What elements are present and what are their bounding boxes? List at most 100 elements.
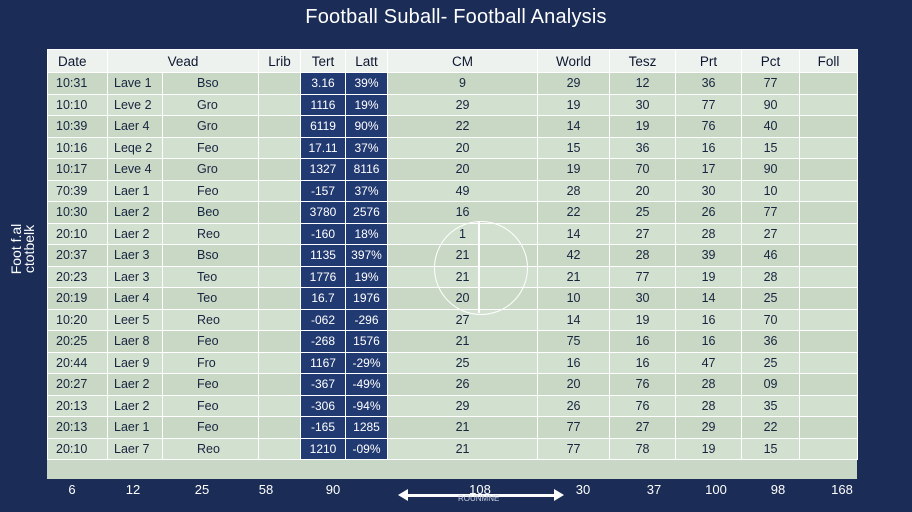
cell-team: Leve 2 [107, 93, 163, 116]
cell-tert: 1210 [300, 437, 347, 460]
cell-date: 20:44 [47, 351, 108, 374]
cell-latt: 90% [345, 115, 389, 138]
cell-latt: 8116 [345, 158, 389, 181]
column-header-tesz[interactable]: Tesz [609, 49, 677, 73]
column-header-world[interactable]: World [537, 49, 611, 73]
table-row[interactable]: 20:44 Laer 9 Fro 1167 -29% 25 16 16 47 25 [47, 351, 859, 374]
cell-tert: -165 [300, 416, 347, 439]
cell-pct: 15 [741, 136, 801, 159]
cell-pct: 90 [741, 158, 801, 181]
cell-tert: -268 [300, 330, 347, 353]
cell-prt: 30 [675, 179, 743, 202]
cell-foll [799, 265, 859, 288]
cell-tert: 1167 [300, 351, 347, 374]
table-row[interactable]: 10:39 Laer 4 Gro 6119 90% 22 14 19 76 40 [47, 115, 859, 138]
column-header-foll[interactable]: Foll [799, 49, 859, 73]
table-row[interactable]: 20:25 Laer 8 Feo -268 1576 21 75 16 16 36 [47, 330, 859, 353]
table-row[interactable]: 20:13 Laer 1 Feo -165 1285 21 77 27 29 22 [47, 416, 859, 439]
cell-tert: -306 [300, 394, 347, 417]
scroll-range-arrow[interactable] [398, 488, 564, 502]
column-header-tert[interactable]: Tert [300, 49, 347, 73]
table-row[interactable]: 20:23 Laer 3 Teo 1776 19% 21 21 77 19 28 [47, 265, 859, 288]
cell-pct: 15 [741, 437, 801, 460]
cell-type: Beo [161, 201, 260, 224]
cell-tesz: 36 [609, 136, 677, 159]
cell-type: Feo [161, 330, 260, 353]
cell-tesz: 70 [609, 158, 677, 181]
cell-prt: 28 [675, 394, 743, 417]
cell-foll [799, 394, 859, 417]
footer-number: 25 [194, 482, 210, 497]
cell-latt: 1976 [345, 287, 389, 310]
data-table-container: Date Vead Lrib Tert Latt CM World Tesz P… [47, 49, 859, 479]
column-header-lrib[interactable]: Lrib [258, 49, 302, 73]
cell-prt: 28 [675, 222, 743, 245]
table-header-row: Date Vead Lrib Tert Latt CM World Tesz P… [47, 49, 859, 73]
cell-pct: 25 [741, 287, 801, 310]
column-header-cm[interactable]: CM [387, 49, 539, 73]
cell-world: 19 [537, 93, 611, 116]
cell-cm: 22 [387, 115, 539, 138]
cell-prt: 16 [675, 136, 743, 159]
cell-latt: 397% [345, 244, 389, 267]
table-row[interactable]: 10:10 Leve 2 Gro 1116 19% 29 19 30 77 90 [47, 93, 859, 116]
cell-tesz: 25 [609, 201, 677, 224]
cell-date: 20:25 [47, 330, 108, 353]
cell-cm: 16 [387, 201, 539, 224]
cell-prt: 39 [675, 244, 743, 267]
cell-type: Gro [161, 93, 260, 116]
table-row[interactable]: 10:17 Leve 4 Gro 1327 8116 20 19 70 17 90 [47, 158, 859, 181]
cell-type: Reo [161, 308, 260, 331]
cell-cm: 20 [387, 158, 539, 181]
table-row[interactable]: 20:37 Laer 3 Bso 1135 397% 21 42 28 39 46 [47, 244, 859, 267]
cell-date: 10:39 [47, 115, 108, 138]
table-row[interactable]: 10:30 Laer 2 Beo 3780 2576 16 22 25 26 77 [47, 201, 859, 224]
column-header-latt[interactable]: Latt [345, 49, 389, 73]
table-row[interactable]: 20:13 Laer 2 Feo -306 -94% 29 26 76 28 35 [47, 394, 859, 417]
column-header-prt[interactable]: Prt [675, 49, 743, 73]
table-row[interactable]: 20:27 Laer 2 Feo -367 -49% 26 20 76 28 09 [47, 373, 859, 396]
cell-prt: 14 [675, 287, 743, 310]
table-row[interactable]: 10:31 Lave 1 Bso 3.16 39% 9 29 12 36 77 [47, 72, 859, 95]
cell-tert: -062 [300, 308, 347, 331]
cell-latt: 37% [345, 136, 389, 159]
table-row[interactable]: 20:10 Laer 7 Reo 1210 -09% 21 77 78 19 15 [47, 437, 859, 460]
arrow-right-icon[interactable] [554, 489, 564, 501]
cell-tesz: 76 [609, 394, 677, 417]
cell-cm: 21 [387, 330, 539, 353]
footer-number: 30 [575, 482, 591, 497]
cell-team: Laer 3 [107, 265, 163, 288]
column-header-date[interactable]: Date [47, 49, 108, 73]
cell-tesz: 16 [609, 351, 677, 374]
cell-pct: 27 [741, 222, 801, 245]
cell-date: 20:13 [47, 416, 108, 439]
arrow-shaft [406, 494, 556, 497]
cell-tert: 16.7 [300, 287, 347, 310]
cell-latt: 2576 [345, 201, 389, 224]
cell-date: 10:10 [47, 93, 108, 116]
cell-tesz: 77 [609, 265, 677, 288]
footer-number: 168 [831, 482, 853, 497]
cell-world: 20 [537, 373, 611, 396]
column-header-vead[interactable]: Vead [106, 49, 260, 73]
column-header-pct[interactable]: Pct [741, 49, 801, 73]
table-row[interactable]: 10:16 Leqe 2 Feo 17.11 37% 20 15 36 16 15 [47, 136, 859, 159]
table-row[interactable]: 20:19 Laer 4 Teo 16.7 1976 20 10 30 14 25 [47, 287, 859, 310]
cell-latt: 1576 [345, 330, 389, 353]
cell-cm: 26 [387, 373, 539, 396]
cell-team: Laer 4 [107, 287, 163, 310]
arrow-left-icon[interactable] [398, 489, 408, 501]
table-row[interactable]: 10:20 Leer 5 Reo -062 -296 27 14 19 16 70 [47, 308, 859, 331]
cell-team: Laer 8 [107, 330, 163, 353]
table-row[interactable]: 20:10 Laer 2 Reo -160 18% 1 14 27 28 27 [47, 222, 859, 245]
cell-world: 14 [537, 222, 611, 245]
cell-cm: 29 [387, 394, 539, 417]
cell-pct: 22 [741, 416, 801, 439]
cell-foll [799, 136, 859, 159]
table-row[interactable]: 70:39 Laer 1 Feo -157 37% 49 28 20 30 10 [47, 179, 859, 202]
page-title: Football Suball- Football Analysis [305, 6, 607, 28]
cell-date: 10:30 [47, 201, 108, 224]
cell-type: Teo [161, 265, 260, 288]
cell-cm: 21 [387, 244, 539, 267]
cell-blank [258, 287, 302, 310]
